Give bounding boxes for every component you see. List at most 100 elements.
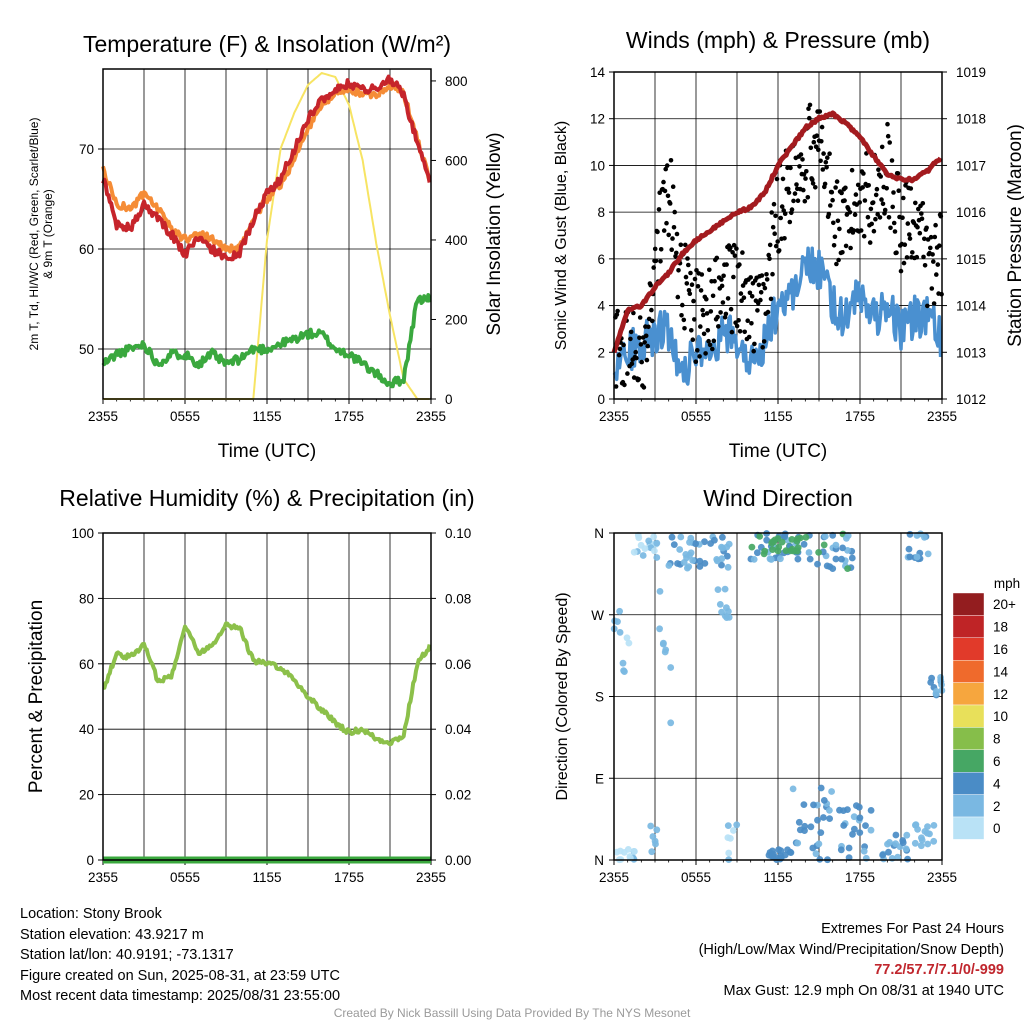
direction-point [623,634,631,642]
gust-point [933,222,938,228]
gust-point [931,259,936,264]
direction-point [750,556,758,563]
direction-point [724,822,732,829]
x-tick-label: 2355 [88,870,118,885]
direction-point [832,541,840,549]
gust-point [728,306,734,312]
direction-point [851,825,858,833]
gust-point [625,371,630,376]
gust-point [645,343,650,349]
gust-point [716,324,721,329]
y-tick-label: 40 [79,722,94,737]
gust-point [830,197,835,203]
panel-title: Relative Humidity (%) & Precipitation (i… [59,485,474,511]
gust-point [636,377,641,382]
colorbar-swatch [952,704,985,728]
x-tick-label: 2355 [927,409,957,424]
x-tick-label: 1155 [763,870,792,885]
gust-point [648,282,653,288]
x-tick-label: 1755 [334,409,364,424]
gust-point [889,158,895,163]
gust-point [776,248,782,253]
direction-point [826,815,833,822]
gust-point [917,230,923,236]
y-tick-label-right: 1012 [956,392,986,407]
y-tick-label: E [595,771,604,786]
gust-point [730,250,735,255]
gust-point [928,245,933,251]
colorbar-swatch [952,660,985,683]
gust-point [877,215,883,220]
plot-border [613,71,943,400]
gust-point [929,286,935,291]
gust-point [779,204,785,209]
gust-point [835,218,841,224]
direction-point [645,537,653,545]
gust-point [804,169,809,174]
gust-point [843,185,848,191]
y-tick-label-right: 0.00 [445,853,471,868]
panel-3: 2355 0555 1155 1755 2355 Relative Humidity (%… [26,485,475,885]
gust-point [931,301,937,306]
direction-point [930,837,938,845]
gust-point [868,206,874,212]
gust-point [773,213,778,219]
direction-point [937,674,944,681]
direction-point [845,844,853,852]
gust-point [824,165,829,170]
direction-point [850,813,858,821]
direction-point [839,544,846,552]
gust-point [901,260,907,266]
gust-point [701,312,706,318]
direction-point [630,548,638,556]
gust-point [770,271,775,277]
y-axis-label-right: Station Pressure (Maroon) [1005,124,1024,347]
gust-point [690,337,696,343]
y-axis-label: Direction (Colored By Speed) [554,592,571,800]
gust-point [708,309,714,314]
direction-point [668,533,676,541]
gust-point [880,201,886,207]
gust-point [896,188,901,193]
gust-point [646,324,651,330]
direction-point [761,547,769,555]
gust-point [774,176,780,182]
gust-point [712,278,717,284]
x-tick-label: 2355 [599,409,629,424]
gust-point [676,268,681,273]
gust-point [631,310,636,316]
colorbar-swatch [952,772,985,795]
gust-point [922,236,927,242]
direction-point [653,539,661,547]
x-axis-label: Time (UTC) [218,441,317,462]
direction-point [805,549,813,556]
gust-point [691,298,696,304]
direction-point [814,560,821,568]
gust-point [874,186,880,192]
gust-point [862,198,868,203]
gust-point [689,282,695,288]
gust-point [720,300,726,305]
direction-point [718,561,725,569]
gust-point [878,174,883,179]
gust-point [755,308,760,313]
gust-point [615,308,620,314]
direction-point [860,847,868,855]
direction-point [794,535,801,543]
direction-point [725,849,733,857]
gust-point [711,338,717,344]
gust-point [806,106,811,111]
gust-point [734,246,739,251]
gust-point [740,250,745,255]
gust-point [653,258,659,264]
gust-point [718,310,723,315]
y-tick-label: N [594,853,604,868]
gust-point [886,215,892,220]
direction-point [733,821,741,829]
gust-point [715,314,720,320]
gust-point [749,294,755,299]
location-text: Location: Stony Brook [20,906,162,922]
gust-point [761,339,767,344]
gust-point [833,185,838,190]
gust-point [822,181,828,187]
